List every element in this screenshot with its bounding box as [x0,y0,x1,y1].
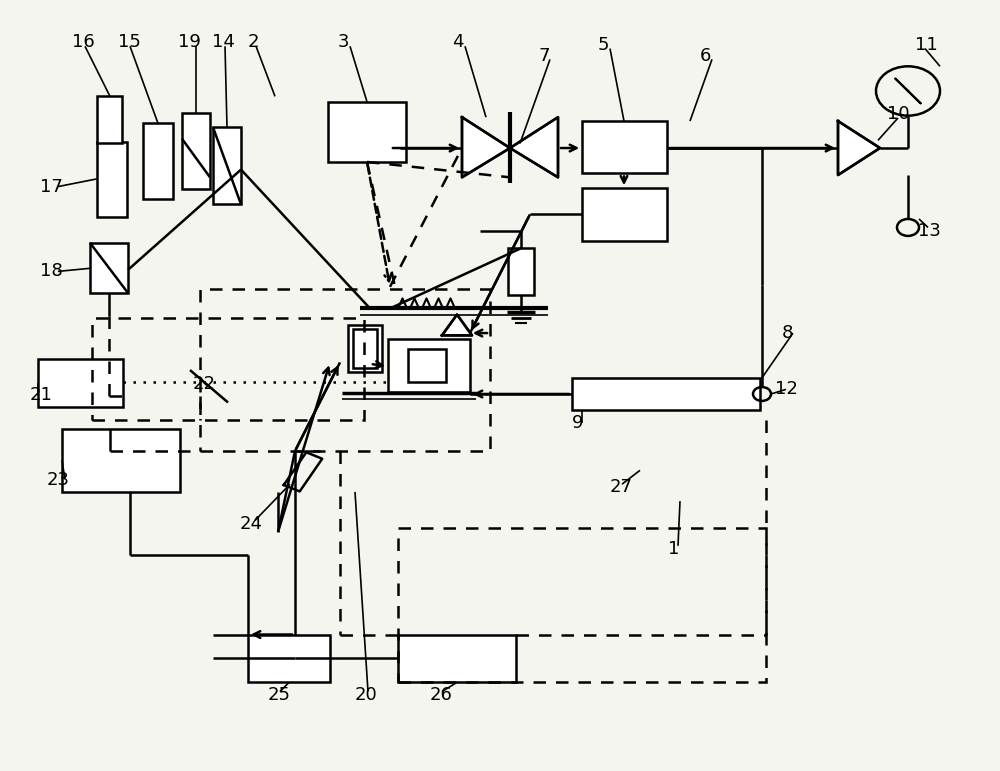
Text: 21: 21 [30,386,53,404]
Text: 8: 8 [782,324,793,342]
Text: 6: 6 [700,46,711,65]
Polygon shape [838,121,880,175]
Polygon shape [510,117,558,177]
Bar [398,528,766,682]
Text: 5: 5 [598,35,610,54]
Bar [182,113,210,189]
Text: 19: 19 [178,33,201,52]
Bar [248,635,330,682]
Text: 16: 16 [72,33,95,52]
Text: 10: 10 [887,105,910,123]
Bar [62,429,180,492]
Bar [582,188,667,241]
Bar [398,635,516,682]
Text: 18: 18 [40,262,63,281]
Bar [328,102,406,162]
Text: 3: 3 [338,33,350,52]
Text: 7: 7 [538,46,550,65]
Polygon shape [462,117,510,177]
Text: 22: 22 [193,375,216,393]
Bar [388,339,470,392]
Text: 9: 9 [572,413,584,432]
Bar [143,123,173,199]
Bar [200,289,490,451]
Text: 15: 15 [118,33,141,52]
Text: 25: 25 [268,686,291,705]
Bar [508,248,534,295]
Text: 14: 14 [212,33,235,52]
Text: 1: 1 [668,540,679,558]
Text: 24: 24 [240,515,263,534]
Text: 17: 17 [40,177,63,196]
Bar [572,378,760,410]
Bar [408,349,446,382]
Bar [353,329,377,368]
Text: 4: 4 [452,33,464,52]
Bar [348,325,382,372]
Bar [213,127,241,204]
Text: 13: 13 [918,222,941,241]
Bar [38,359,123,407]
Polygon shape [442,315,472,335]
Text: 26: 26 [430,686,453,705]
Text: 27: 27 [610,478,633,497]
Bar [97,96,122,143]
Bar [97,142,127,217]
Text: 20: 20 [355,686,378,705]
Text: 11: 11 [915,35,938,54]
Text: 23: 23 [47,470,70,489]
Bar [582,121,667,173]
Bar [90,243,128,293]
Bar [92,318,364,420]
Text: 12: 12 [775,380,798,399]
Text: 2: 2 [248,33,260,52]
